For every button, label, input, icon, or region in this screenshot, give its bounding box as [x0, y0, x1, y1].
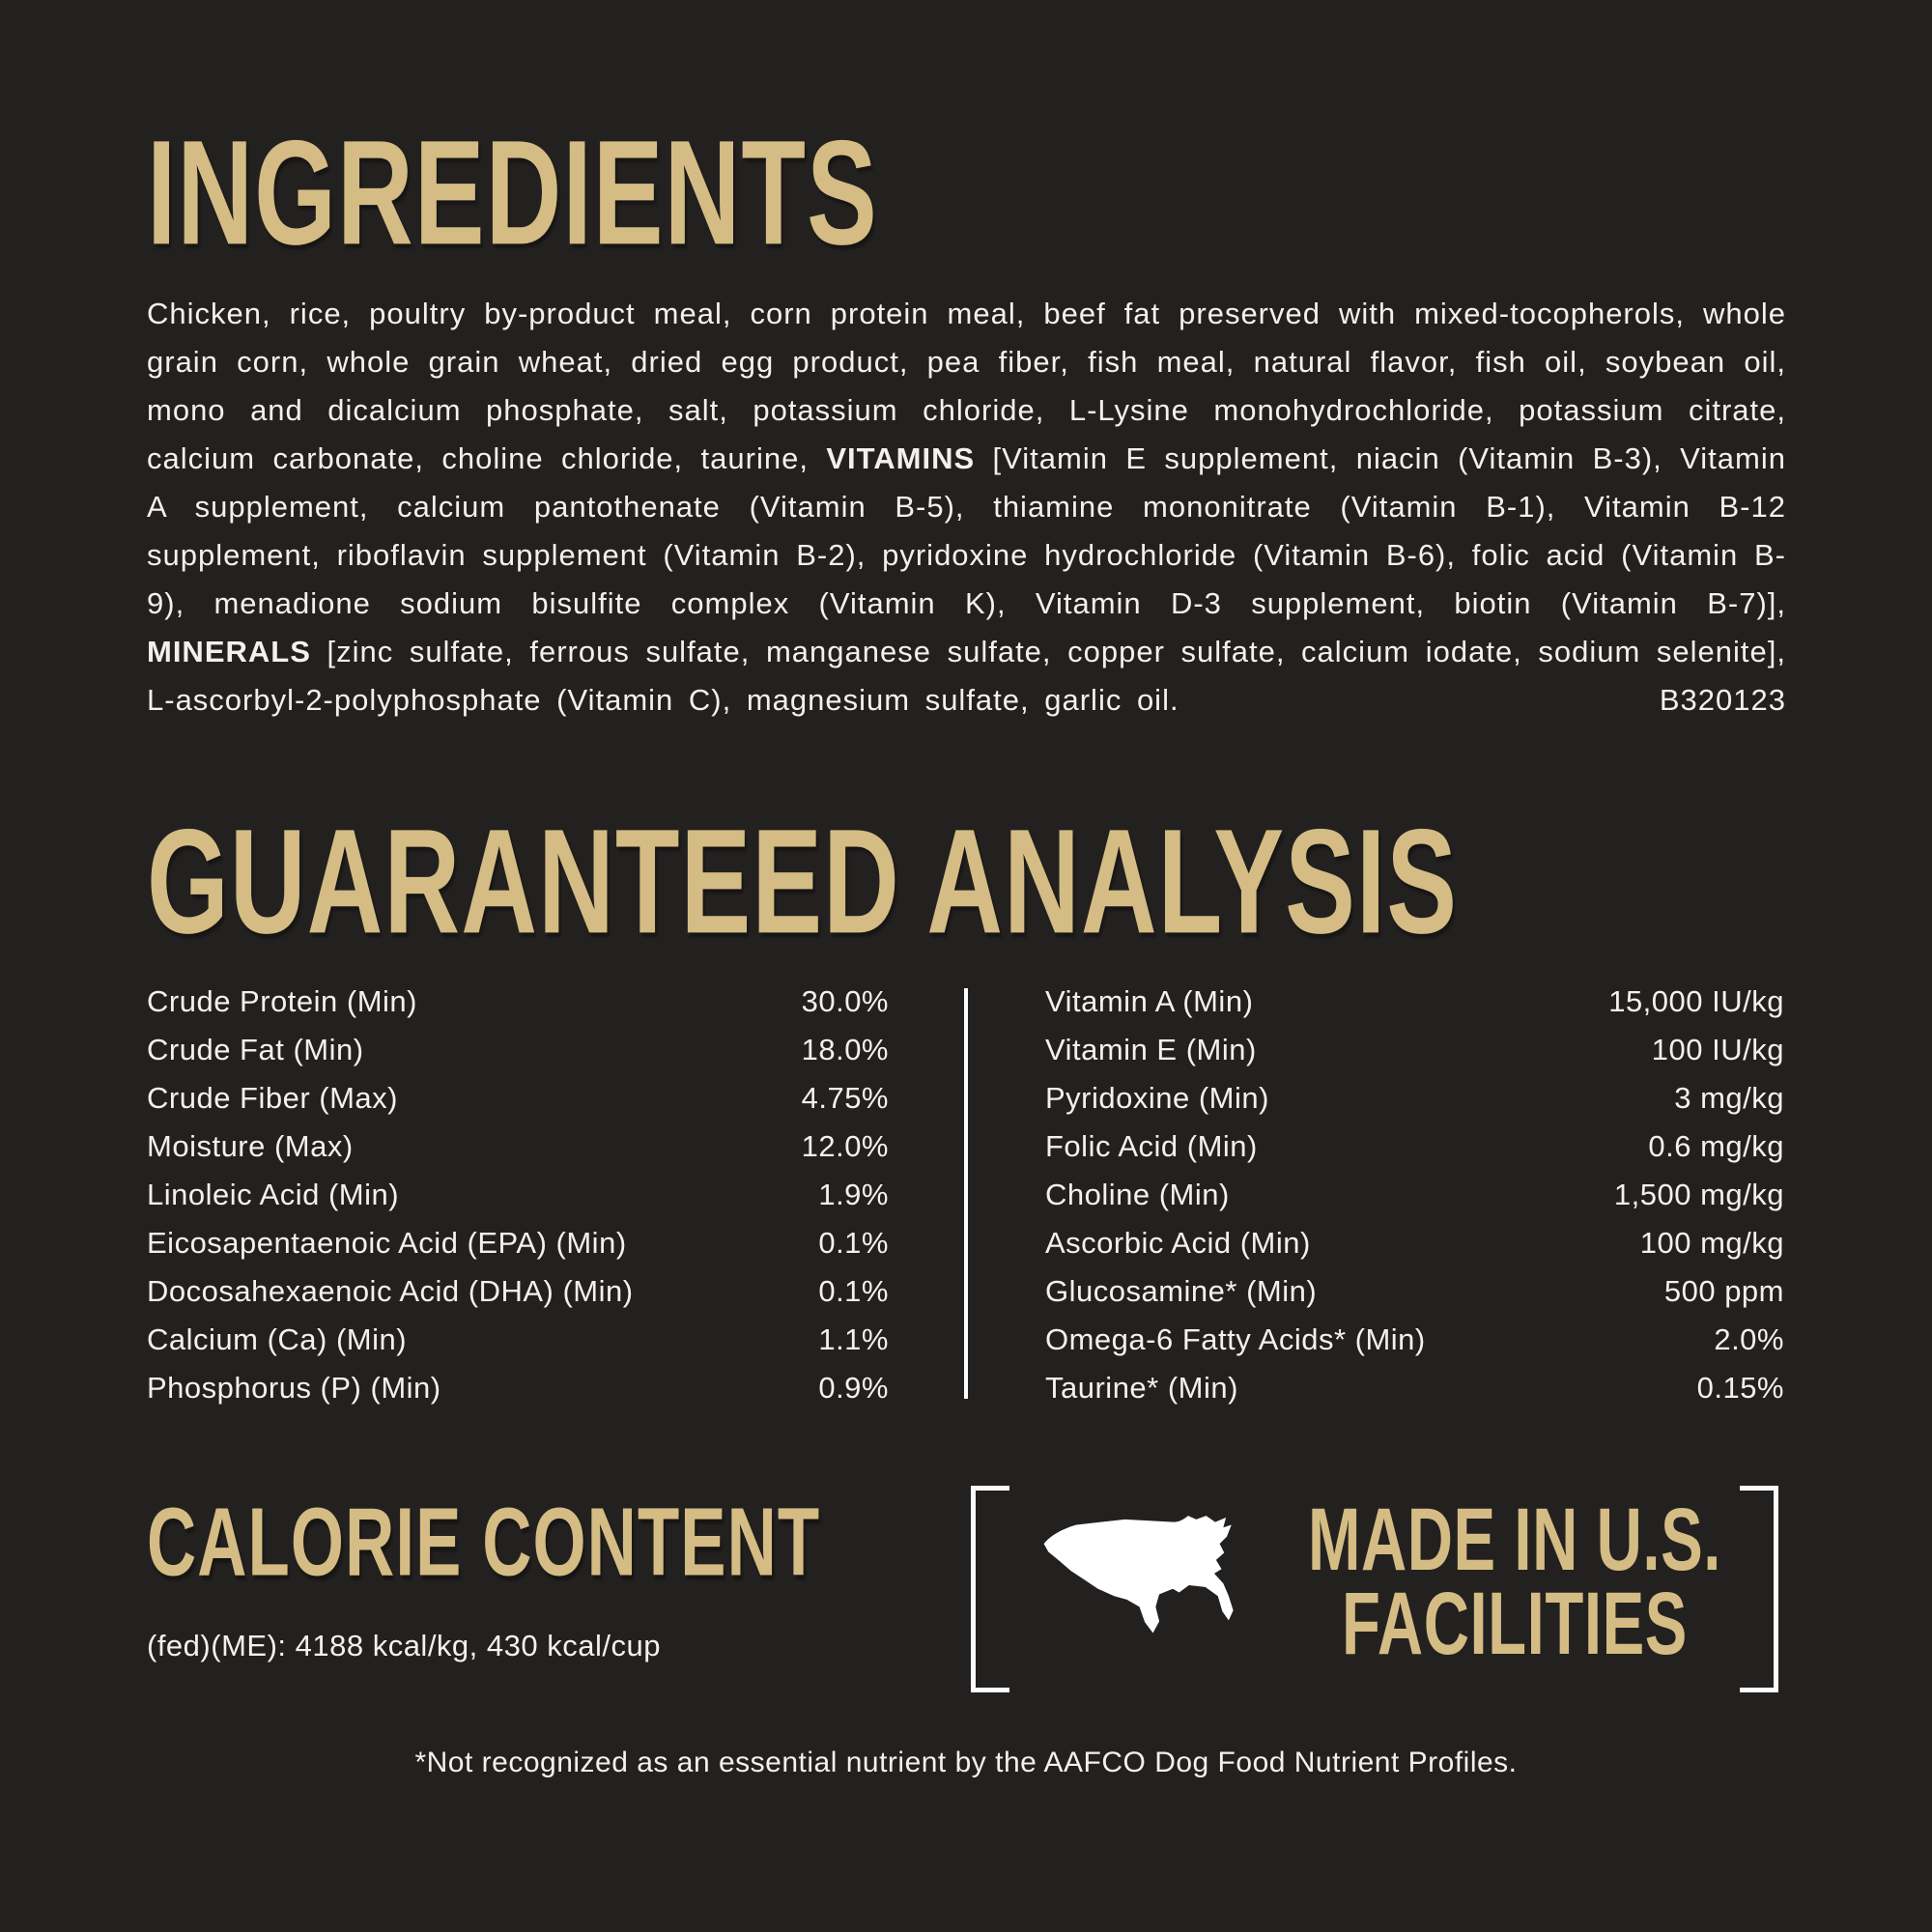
- analysis-label: Moisture (Max): [147, 1129, 354, 1163]
- ingredients-text-2: [Vitamin E supplement, niacin (Vitamin B…: [147, 441, 1786, 620]
- analysis-row: Crude Protein (Min) 30.0%: [147, 978, 889, 1026]
- analysis-value: 0.6 mg/kg: [1648, 1129, 1784, 1163]
- analysis-label: Ascorbic Acid (Min): [1045, 1226, 1311, 1260]
- analysis-value: 0.9%: [818, 1371, 889, 1405]
- analysis-label: Omega-6 Fatty Acids* (Min): [1045, 1322, 1426, 1356]
- bracket-left-icon: [971, 1486, 1009, 1692]
- analysis-label: Crude Protein (Min): [147, 984, 417, 1018]
- analysis-label: Taurine* (Min): [1045, 1371, 1238, 1405]
- analysis-label: Docosahexaenoic Acid (DHA) (Min): [147, 1274, 634, 1308]
- ingredients-title: INGREDIENTS: [147, 109, 878, 277]
- analysis-value: 2.0%: [1714, 1322, 1784, 1356]
- analysis-label: Vitamin E (Min): [1045, 1033, 1257, 1066]
- analysis-value: 100 IU/kg: [1651, 1033, 1784, 1066]
- analysis-row: Phosphorus (P) (Min) 0.9%: [147, 1364, 889, 1412]
- analysis-label: Pyridoxine (Min): [1045, 1081, 1269, 1115]
- analysis-value: 100 mg/kg: [1639, 1226, 1784, 1260]
- analysis-value: 500 ppm: [1663, 1274, 1784, 1308]
- batch-code: B320123: [1659, 683, 1786, 717]
- analysis-row: Pyridoxine (Min) 3 mg/kg: [1045, 1074, 1784, 1122]
- analysis-row: Moisture (Max) 12.0%: [147, 1122, 889, 1171]
- analysis-label: Folic Acid (Min): [1045, 1129, 1258, 1163]
- minerals-label: MINERALS: [147, 635, 311, 668]
- analysis-value: 15,000 IU/kg: [1608, 984, 1784, 1018]
- analysis-row: Calcium (Ca) (Min) 1.1%: [147, 1316, 889, 1364]
- ingredients-text-3: [zinc sulfate, ferrous sulfate, manganes…: [147, 635, 1786, 717]
- guaranteed-analysis-title: GUARANTEED ANALYSIS: [147, 798, 1459, 966]
- analysis-value: 4.75%: [801, 1081, 889, 1115]
- analysis-label: Choline (Min): [1045, 1178, 1230, 1211]
- analysis-label: Phosphorus (P) (Min): [147, 1371, 441, 1405]
- analysis-row: Eicosapentaenoic Acid (EPA) (Min) 0.1%: [147, 1219, 889, 1267]
- analysis-value: 1,500 mg/kg: [1613, 1178, 1784, 1211]
- analysis-value: 3 mg/kg: [1674, 1081, 1784, 1115]
- analysis-value: 0.1%: [818, 1226, 889, 1260]
- analysis-row: Ascorbic Acid (Min) 100 mg/kg: [1045, 1219, 1784, 1267]
- analysis-label: Glucosamine* (Min): [1045, 1274, 1318, 1308]
- ingredients-text-1: Chicken, rice, poultry by-product meal, …: [147, 297, 1786, 475]
- analysis-label: Linoleic Acid (Min): [147, 1178, 400, 1211]
- analysis-row: Choline (Min) 1,500 mg/kg: [1045, 1171, 1784, 1219]
- analysis-row: Crude Fiber (Max) 4.75%: [147, 1074, 889, 1122]
- analysis-row: Folic Acid (Min) 0.6 mg/kg: [1045, 1122, 1784, 1171]
- analysis-row: Taurine* (Min) 0.15%: [1045, 1364, 1784, 1412]
- analysis-value: 18.0%: [801, 1033, 889, 1066]
- analysis-label: Vitamin A (Min): [1045, 984, 1254, 1018]
- bracket-right-icon: [1740, 1486, 1778, 1692]
- analysis-label: Crude Fat (Min): [147, 1033, 364, 1066]
- analysis-left-column: Crude Protein (Min) 30.0% Crude Fat (Min…: [147, 978, 889, 1412]
- vitamins-label: VITAMINS: [826, 441, 976, 475]
- analysis-row: Docosahexaenoic Acid (DHA) (Min) 0.1%: [147, 1267, 889, 1316]
- analysis-value: 1.9%: [818, 1178, 889, 1211]
- analysis-label: Eicosapentaenoic Acid (EPA) (Min): [147, 1226, 627, 1260]
- analysis-label: Calcium (Ca) (Min): [147, 1322, 408, 1356]
- column-divider: [964, 988, 968, 1399]
- analysis-value: 1.1%: [818, 1322, 889, 1356]
- analysis-row: Crude Fat (Min) 18.0%: [147, 1026, 889, 1074]
- calorie-content-title: CALORIE CONTENT: [147, 1487, 821, 1597]
- analysis-value: 30.0%: [801, 984, 889, 1018]
- made-in-line2: FACILITIES: [1342, 1574, 1688, 1674]
- analysis-value: 0.1%: [818, 1274, 889, 1308]
- made-in-line1: MADE IN U.S.: [1307, 1490, 1722, 1589]
- analysis-label: Crude Fiber (Max): [147, 1081, 398, 1115]
- analysis-row: Vitamin E (Min) 100 IU/kg: [1045, 1026, 1784, 1074]
- analysis-value: 12.0%: [801, 1129, 889, 1163]
- made-in-text: MADE IN U.S. FACILITIES: [1199, 1490, 1831, 1674]
- analysis-row: Omega-6 Fatty Acids* (Min) 2.0%: [1045, 1316, 1784, 1364]
- analysis-value: 0.15%: [1696, 1371, 1784, 1405]
- footnote: *Not recognized as an essential nutrient…: [414, 1747, 1518, 1778]
- analysis-row: Linoleic Acid (Min) 1.9%: [147, 1171, 889, 1219]
- ingredients-paragraph: Chicken, rice, poultry by-product meal, …: [147, 290, 1786, 724]
- usa-map-icon: [1043, 1516, 1234, 1634]
- analysis-row: Vitamin A (Min) 15,000 IU/kg: [1045, 978, 1784, 1026]
- analysis-row: Glucosamine* (Min) 500 ppm: [1045, 1267, 1784, 1316]
- analysis-right-column: Vitamin A (Min) 15,000 IU/kg Vitamin E (…: [1045, 978, 1784, 1412]
- calorie-content-line: (fed)(ME): 4188 kcal/kg, 430 kcal/cup: [147, 1629, 661, 1662]
